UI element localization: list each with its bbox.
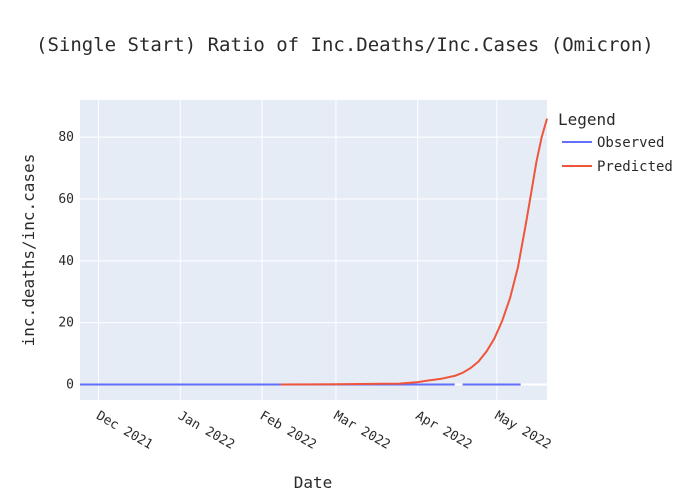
y-axis-ticks: 0 20 40 60 80 — [58, 130, 74, 392]
y-tick-label: 40 — [58, 254, 74, 269]
x-tick-label: Dec 2021 — [93, 408, 155, 452]
series-line-predicted — [280, 118, 548, 386]
x-tick-label: Jan 2022 — [175, 408, 237, 452]
legend-title: Legend — [558, 110, 616, 129]
legend-label-observed: Observed — [597, 135, 664, 151]
x-tick-label: Apr 2022 — [413, 408, 475, 452]
y-tick-label: 60 — [58, 192, 74, 207]
y-tick-label: 80 — [58, 130, 74, 145]
legend-items: Observed Predicted — [562, 135, 673, 175]
series-layer — [80, 118, 548, 386]
plot-area — [80, 100, 547, 400]
x-axis-ticks: Dec 2021 Jan 2022 Feb 2022 Mar 2022 Apr 2022… — [93, 408, 553, 452]
x-tick-label: Feb 2022 — [257, 408, 319, 452]
legend: Legend Observed Predicted — [558, 110, 673, 175]
x-tick-label: Mar 2022 — [331, 408, 393, 452]
y-tick-label: 0 — [66, 378, 74, 393]
chart-title: (Single Start) Ratio of Inc.Deaths/Inc.C… — [36, 34, 654, 56]
y-axis-title: inc.deaths/inc.cases — [19, 154, 38, 347]
x-axis-title: Date — [294, 473, 333, 492]
legend-label-predicted: Predicted — [597, 159, 673, 175]
y-tick-label: 20 — [58, 316, 74, 331]
x-tick-label: May 2022 — [492, 408, 554, 452]
